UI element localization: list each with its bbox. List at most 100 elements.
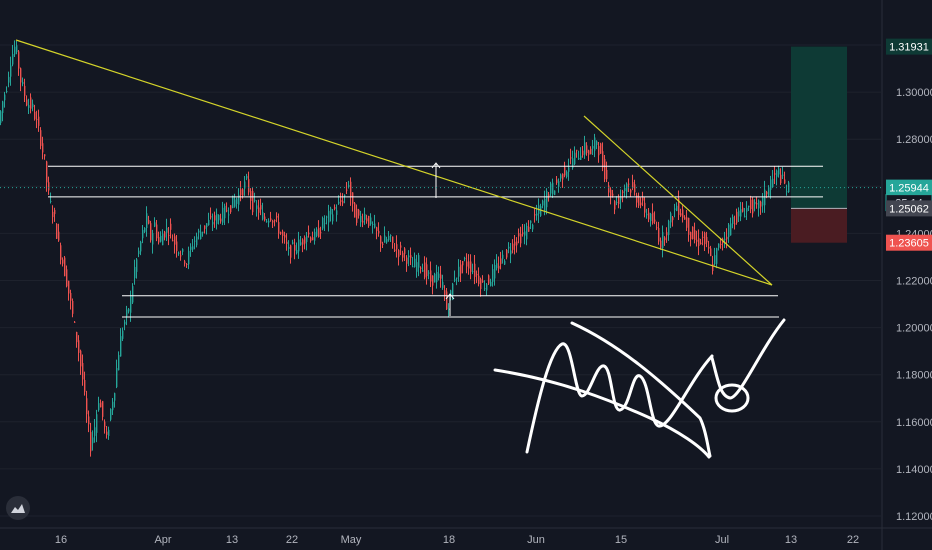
candle-body xyxy=(286,241,288,244)
candle-body xyxy=(66,269,68,287)
candle-body xyxy=(528,226,530,232)
candle-body xyxy=(738,210,740,217)
candle-body xyxy=(566,171,568,177)
candle-body xyxy=(414,258,416,267)
candle-body xyxy=(578,157,580,160)
candle-body xyxy=(472,271,474,273)
candle-body xyxy=(484,288,486,290)
candle-body xyxy=(34,111,36,120)
candle-body xyxy=(328,210,330,223)
candle-body xyxy=(502,254,504,259)
candle-body xyxy=(116,368,118,388)
candle-body xyxy=(252,190,254,213)
candle-body xyxy=(466,261,468,267)
candle-body xyxy=(382,243,384,245)
candle-body xyxy=(352,192,354,204)
candle-body xyxy=(388,235,390,241)
candle-body xyxy=(492,269,494,282)
candle-body xyxy=(354,203,356,218)
candle-body xyxy=(446,291,448,310)
candle-body xyxy=(170,223,172,230)
candle-body xyxy=(192,246,194,250)
candle-body xyxy=(20,68,22,83)
candle-body xyxy=(666,232,668,236)
candle-body xyxy=(520,233,522,244)
candle-body xyxy=(304,237,306,244)
y-tick-label: 1.14000 xyxy=(896,464,932,476)
candle-body xyxy=(380,236,382,244)
x-tick-label: 13 xyxy=(226,534,238,546)
candle-body xyxy=(74,321,76,323)
candle-body xyxy=(412,266,414,268)
candle-body xyxy=(300,242,302,245)
candle-body xyxy=(374,223,376,228)
candle-body xyxy=(126,309,128,317)
candle-body xyxy=(726,236,728,240)
candle-body xyxy=(554,190,556,195)
candle-body xyxy=(600,143,602,154)
candle-body xyxy=(42,143,44,153)
candle-body xyxy=(386,239,388,243)
descending-trendline xyxy=(15,39,773,286)
candle-body xyxy=(344,195,346,197)
candle-body xyxy=(120,336,122,357)
candle-body xyxy=(732,216,734,225)
candle-body xyxy=(204,225,206,229)
candle-body xyxy=(290,245,292,258)
tradingview-logo-icon[interactable] xyxy=(6,496,30,520)
candle-body xyxy=(392,236,394,243)
candle-body xyxy=(628,183,630,185)
candle-body xyxy=(506,249,508,258)
candle-body xyxy=(716,248,718,264)
candle-body xyxy=(368,216,370,226)
candle-body xyxy=(62,259,64,264)
candle-body xyxy=(166,227,168,233)
candle-body xyxy=(576,149,578,151)
candle-body xyxy=(254,199,256,201)
candle-body xyxy=(132,286,134,303)
candle-body xyxy=(158,237,160,243)
candle-body xyxy=(178,252,180,254)
candle-body xyxy=(404,248,406,254)
candle-body xyxy=(662,232,664,249)
candle-body xyxy=(370,217,372,225)
candle-body xyxy=(698,238,700,246)
candle-body xyxy=(338,201,340,204)
candle-body xyxy=(782,174,784,176)
candle-body xyxy=(754,201,756,205)
candle-body xyxy=(48,182,50,191)
sketch-price-wave xyxy=(525,342,714,454)
candle-body xyxy=(336,210,338,215)
candle-body xyxy=(702,236,704,238)
sketch-lower-line xyxy=(493,368,711,459)
candle-body xyxy=(552,182,554,195)
candle-body xyxy=(64,257,66,277)
candle-body xyxy=(396,244,398,250)
candle-body xyxy=(356,208,358,223)
candle-body xyxy=(592,145,594,149)
candle-body xyxy=(464,258,466,260)
candle-body xyxy=(428,272,430,274)
y-tick-label: 1.28000 xyxy=(896,134,932,146)
sketch-circle xyxy=(714,383,750,413)
y-tick-label: 1.20000 xyxy=(896,323,932,335)
candle-body xyxy=(194,240,196,242)
candle-body xyxy=(486,284,488,291)
candle-body xyxy=(174,236,176,245)
candle-body xyxy=(110,409,112,420)
candle-body xyxy=(546,191,548,208)
candle-body xyxy=(766,191,768,195)
candle-body xyxy=(176,241,178,251)
candle-body xyxy=(714,255,716,265)
x-tick-label: Apr xyxy=(154,534,171,546)
candle-body xyxy=(268,220,270,223)
candle-body xyxy=(756,203,758,205)
candle-body xyxy=(248,179,250,193)
candle-body xyxy=(598,146,600,156)
candle-body xyxy=(734,223,736,225)
candle-body xyxy=(284,235,286,238)
candle-body xyxy=(514,241,516,246)
candle-body xyxy=(324,222,326,224)
